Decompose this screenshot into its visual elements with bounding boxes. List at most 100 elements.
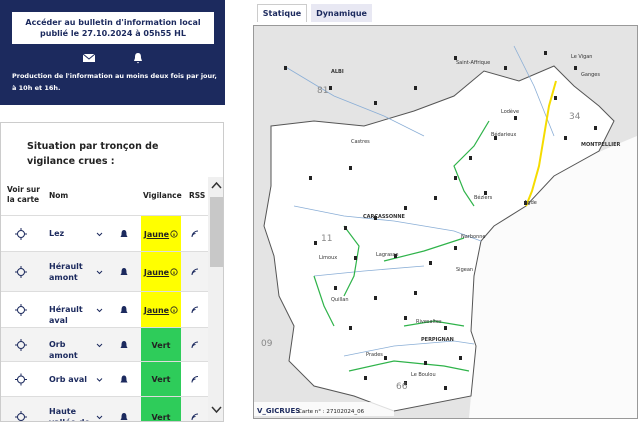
station — [284, 66, 287, 70]
station — [404, 206, 407, 210]
station — [454, 246, 457, 250]
production-text: Production de l'information au moins deu… — [12, 72, 217, 92]
station — [349, 166, 352, 170]
info-icon — [170, 230, 178, 238]
town-label: PERPIGNAN — [421, 337, 454, 343]
vigilance-cell: Jaune — [141, 292, 181, 328]
vigilance-level[interactable]: Jaune — [143, 229, 170, 239]
station — [384, 356, 387, 360]
town-label: Castres — [351, 139, 370, 145]
row-name[interactable]: Lez — [49, 229, 65, 238]
bulletin-link[interactable]: Accéder au bulletin d'information local … — [12, 12, 214, 44]
station — [309, 176, 312, 180]
vigilance-cell: Jaune — [141, 216, 181, 252]
table-title: Situation par tronçon de vigilance crues… — [27, 141, 159, 167]
bell-icon[interactable] — [132, 52, 144, 64]
station — [374, 216, 377, 220]
station — [544, 51, 547, 55]
row-name[interactable]: Orb aval — [49, 374, 88, 384]
department-number: 34 — [569, 112, 581, 122]
department-number: 66 — [396, 382, 408, 392]
row-icons — [15, 266, 199, 278]
map: 34 81 11 66 09 ALBI Castres Saint-Affrique Le Vi… — [253, 25, 638, 419]
info-icon — [170, 268, 178, 276]
station — [424, 361, 427, 365]
town-label: Agde — [524, 200, 537, 206]
station — [554, 96, 557, 100]
station — [429, 261, 432, 265]
vigilance-level: Vert — [151, 340, 171, 350]
map-logo: V_GICRUES — [257, 407, 300, 415]
town-label: Narbonne — [461, 234, 486, 240]
map-svg: 34 81 11 66 09 ALBI Castres Saint-Affrique Le Vi… — [254, 26, 637, 418]
station — [444, 326, 447, 330]
vigilance-level: Vert — [151, 412, 171, 422]
town-label: Limoux — [319, 255, 337, 261]
station — [394, 254, 397, 258]
row-name[interactable]: Orb amont — [49, 340, 78, 360]
department-number: 11 — [321, 234, 332, 244]
station — [454, 56, 457, 60]
station — [514, 116, 517, 120]
station — [594, 126, 597, 130]
station — [484, 191, 487, 195]
scrollbar-art — [210, 181, 223, 414]
station — [314, 241, 317, 245]
station — [354, 256, 357, 260]
town-label: CARCASSONNE — [363, 214, 406, 220]
station — [344, 226, 347, 230]
table-row: Hérault aval Jaune — [1, 291, 208, 328]
town-label: Le Vigan — [571, 54, 592, 60]
row-name[interactable]: Haute vallée de — [49, 407, 90, 421]
vigilance-cell: Vert — [141, 397, 181, 422]
table-row: Orb aval Vert — [1, 361, 208, 397]
row-name[interactable]: Hérault aval — [49, 305, 83, 325]
row-icons — [15, 304, 199, 316]
vigilance-level[interactable]: Jaune — [143, 267, 170, 277]
station — [404, 381, 407, 385]
vigilance-cell: Jaune — [141, 252, 181, 292]
station — [414, 291, 417, 295]
station — [349, 326, 352, 330]
row-icons — [15, 228, 199, 240]
station — [329, 86, 332, 90]
tab[interactable]: Statique — [257, 4, 307, 22]
station — [469, 156, 472, 160]
town-label: MONTPELLIER — [581, 142, 621, 148]
station — [414, 86, 417, 90]
vigilance-level: Vert — [151, 375, 171, 384]
station — [454, 176, 457, 180]
header-map: Voir sur la carte — [7, 185, 40, 204]
station — [364, 376, 367, 380]
vigilance-level[interactable]: Jaune — [143, 305, 170, 315]
town-label: Ganges — [581, 72, 600, 78]
scrollbar[interactable] — [208, 177, 223, 421]
vigilance-cell: Vert — [141, 328, 181, 362]
header-rss: RSS — [189, 191, 206, 200]
header-name: Nom — [49, 191, 69, 200]
station — [334, 286, 337, 290]
tab[interactable]: Dynamique — [311, 4, 372, 22]
town-label: Lodève — [501, 108, 519, 115]
station — [574, 66, 577, 70]
department-number: 81 — [317, 86, 328, 96]
station — [564, 136, 567, 140]
station — [494, 136, 497, 140]
station — [404, 316, 407, 320]
row-name[interactable]: Hérault amont — [49, 262, 83, 282]
station — [374, 296, 377, 300]
town-label: Rivesaltes — [416, 319, 442, 325]
town-label: ALBI — [331, 69, 344, 75]
station — [434, 196, 437, 200]
vigilance-cell: Vert — [141, 362, 181, 397]
town-label: Quillan — [331, 297, 349, 303]
station — [444, 386, 447, 390]
bulletin-box: Accéder au bulletin d'information local … — [0, 0, 225, 105]
row-icons — [15, 373, 199, 386]
table-row: Haute vallée de Vert — [1, 396, 208, 422]
town-label: Bédarieux — [491, 131, 516, 138]
town-label: Béziers — [474, 194, 493, 201]
mail-icon[interactable] — [82, 53, 96, 63]
table-row: Hérault amont Jaune — [1, 251, 208, 292]
table-row: Lez Jaune — [1, 215, 208, 252]
